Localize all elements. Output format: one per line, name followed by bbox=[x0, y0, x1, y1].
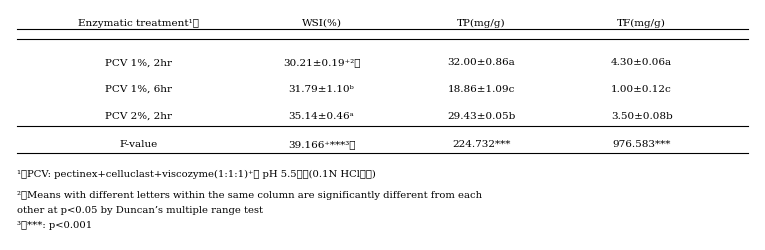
Text: PCV 1%, 2hr: PCV 1%, 2hr bbox=[105, 58, 172, 67]
Text: 35.14±0.46ᵃ: 35.14±0.46ᵃ bbox=[288, 112, 354, 120]
Text: other at p<0.05 by Duncan’s multiple range test: other at p<0.05 by Duncan’s multiple ran… bbox=[17, 205, 262, 214]
Text: F-value: F-value bbox=[119, 140, 158, 149]
Text: 3.50±0.08b: 3.50±0.08b bbox=[610, 112, 672, 120]
Text: 32.00±0.86a: 32.00±0.86a bbox=[448, 58, 516, 67]
Text: ³⧣***: p<0.001: ³⧣***: p<0.001 bbox=[17, 220, 92, 229]
Text: 30.21±0.19⁺²⧣: 30.21±0.19⁺²⧣ bbox=[283, 58, 360, 67]
Text: ¹⧣PCV: pectinex+celluclast+viscozyme(1:1:1)⁺⧣ pH 5.5조절(0.1N HCl이용): ¹⧣PCV: pectinex+celluclast+viscozyme(1:1… bbox=[17, 170, 376, 178]
Text: 39.166⁺***³⧣: 39.166⁺***³⧣ bbox=[288, 140, 355, 149]
Text: 18.86±1.09c: 18.86±1.09c bbox=[448, 84, 516, 93]
Text: PCV 2%, 2hr: PCV 2%, 2hr bbox=[105, 112, 172, 120]
Text: TP(mg/g): TP(mg/g) bbox=[457, 19, 506, 28]
Text: TF(mg/g): TF(mg/g) bbox=[617, 19, 666, 28]
Text: 31.79±1.10ᵇ: 31.79±1.10ᵇ bbox=[288, 84, 354, 93]
Text: 224.732***: 224.732*** bbox=[452, 140, 511, 149]
Text: WSI(%): WSI(%) bbox=[301, 19, 341, 28]
Text: ²⧣Means with different letters within the same column are significantly differen: ²⧣Means with different letters within th… bbox=[17, 190, 482, 200]
Text: PCV 1%, 6hr: PCV 1%, 6hr bbox=[105, 84, 172, 93]
Text: 29.43±0.05b: 29.43±0.05b bbox=[448, 112, 516, 120]
Text: Enzymatic treatment¹⧣: Enzymatic treatment¹⧣ bbox=[78, 19, 199, 28]
Text: 4.30±0.06a: 4.30±0.06a bbox=[611, 58, 672, 67]
Text: 1.00±0.12c: 1.00±0.12c bbox=[611, 84, 672, 93]
Text: 976.583***: 976.583*** bbox=[613, 140, 671, 149]
